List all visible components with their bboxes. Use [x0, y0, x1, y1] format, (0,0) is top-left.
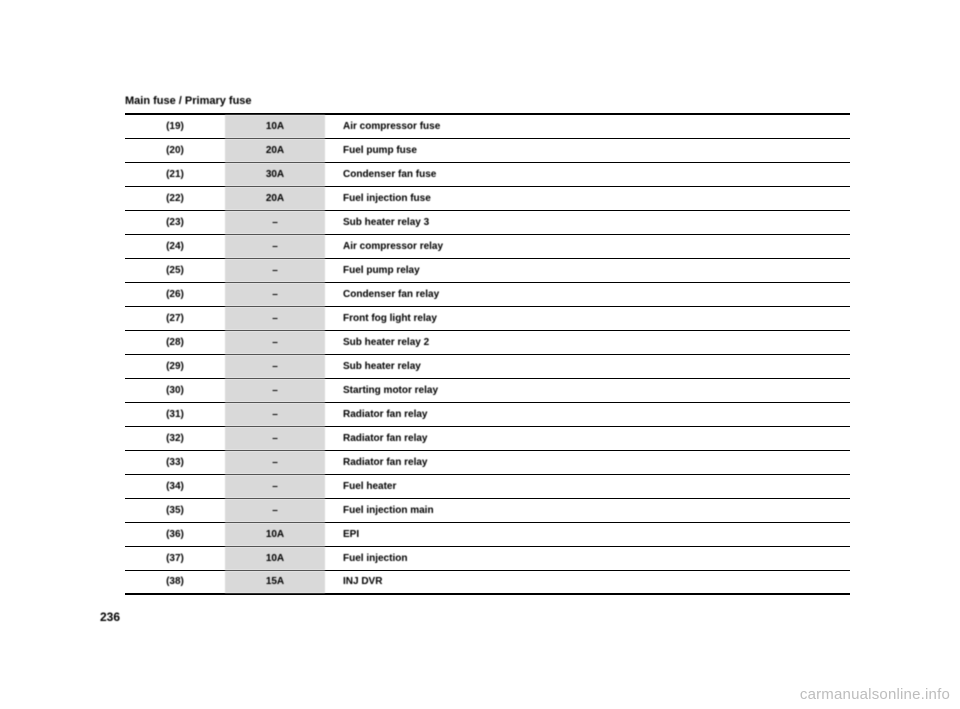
table-row: (37)10AFuel injection	[125, 546, 850, 570]
content-area: Main fuse / Primary fuse (19)10AAir comp…	[125, 95, 850, 595]
table-row: (27)–Front fog light relay	[125, 306, 850, 330]
fuse-description: Condenser fan relay	[325, 282, 850, 306]
fuse-rating: –	[225, 306, 325, 330]
fuse-rating: –	[225, 330, 325, 354]
fuse-number: (23)	[125, 210, 225, 234]
fuse-description: Radiator fan relay	[325, 426, 850, 450]
page-number: 236	[100, 610, 120, 624]
table-row: (24)–Air compressor relay	[125, 234, 850, 258]
fuse-rating: –	[225, 354, 325, 378]
fuse-description: Air compressor relay	[325, 234, 850, 258]
fuse-number: (32)	[125, 426, 225, 450]
fuse-number: (27)	[125, 306, 225, 330]
table-row: (31)–Radiator fan relay	[125, 402, 850, 426]
fuse-rating: –	[225, 450, 325, 474]
table-row: (35)–Fuel injection main	[125, 498, 850, 522]
table-row: (26)–Condenser fan relay	[125, 282, 850, 306]
fuse-rating: –	[225, 258, 325, 282]
fuse-rating: –	[225, 498, 325, 522]
document-page: Main fuse / Primary fuse (19)10AAir comp…	[0, 0, 960, 709]
table-row: (30)–Starting motor relay	[125, 378, 850, 402]
table-row: (22)20AFuel injection fuse	[125, 186, 850, 210]
table-row: (34)–Fuel heater	[125, 474, 850, 498]
fuse-description: Fuel injection	[325, 546, 850, 570]
fuse-description: EPI	[325, 522, 850, 546]
fuse-rating: 10A	[225, 546, 325, 570]
fuse-number: (26)	[125, 282, 225, 306]
fuse-rating: 30A	[225, 162, 325, 186]
fuse-description: Front fog light relay	[325, 306, 850, 330]
fuse-description: Sub heater relay	[325, 354, 850, 378]
fuse-rating: 20A	[225, 138, 325, 162]
watermark: carmanualsonline.info	[800, 686, 950, 703]
fuse-description: Fuel pump fuse	[325, 138, 850, 162]
fuse-rating: 20A	[225, 186, 325, 210]
fuse-rating: 10A	[225, 522, 325, 546]
table-row: (21)30ACondenser fan fuse	[125, 162, 850, 186]
fuse-rating: 15A	[225, 570, 325, 594]
fuse-description: Radiator fan relay	[325, 450, 850, 474]
fuse-number: (22)	[125, 186, 225, 210]
table-row: (29)–Sub heater relay	[125, 354, 850, 378]
fuse-number: (38)	[125, 570, 225, 594]
table-row: (19)10AAir compressor fuse	[125, 114, 850, 138]
fuse-number: (20)	[125, 138, 225, 162]
fuse-number: (33)	[125, 450, 225, 474]
fuse-rating: –	[225, 234, 325, 258]
fuse-description: Fuel injection fuse	[325, 186, 850, 210]
fuse-description: Fuel injection main	[325, 498, 850, 522]
fuse-number: (21)	[125, 162, 225, 186]
fuse-description: Fuel pump relay	[325, 258, 850, 282]
fuse-description: Radiator fan relay	[325, 402, 850, 426]
fuse-number: (24)	[125, 234, 225, 258]
fuse-rating: –	[225, 282, 325, 306]
fuse-description: Fuel heater	[325, 474, 850, 498]
fuse-number: (34)	[125, 474, 225, 498]
fuse-description: Starting motor relay	[325, 378, 850, 402]
table-row: (20)20AFuel pump fuse	[125, 138, 850, 162]
fuse-table: (19)10AAir compressor fuse(20)20AFuel pu…	[125, 113, 850, 595]
fuse-description: Sub heater relay 2	[325, 330, 850, 354]
fuse-number: (35)	[125, 498, 225, 522]
fuse-number: (30)	[125, 378, 225, 402]
fuse-rating: –	[225, 474, 325, 498]
fuse-number: (36)	[125, 522, 225, 546]
fuse-description: Sub heater relay 3	[325, 210, 850, 234]
fuse-number: (37)	[125, 546, 225, 570]
fuse-rating: –	[225, 402, 325, 426]
fuse-rating: –	[225, 210, 325, 234]
fuse-rating: 10A	[225, 114, 325, 138]
fuse-description: Air compressor fuse	[325, 114, 850, 138]
table-row: (28)–Sub heater relay 2	[125, 330, 850, 354]
table-row: (32)–Radiator fan relay	[125, 426, 850, 450]
fuse-number: (31)	[125, 402, 225, 426]
fuse-number: (29)	[125, 354, 225, 378]
fuse-description: Condenser fan fuse	[325, 162, 850, 186]
fuse-number: (19)	[125, 114, 225, 138]
fuse-rating: –	[225, 378, 325, 402]
table-row: (36)10AEPI	[125, 522, 850, 546]
table-row: (33)–Radiator fan relay	[125, 450, 850, 474]
fuse-number: (28)	[125, 330, 225, 354]
fuse-table-body: (19)10AAir compressor fuse(20)20AFuel pu…	[125, 114, 850, 594]
table-row: (25)–Fuel pump relay	[125, 258, 850, 282]
table-row: (23)–Sub heater relay 3	[125, 210, 850, 234]
table-title: Main fuse / Primary fuse	[125, 95, 850, 107]
fuse-description: INJ DVR	[325, 570, 850, 594]
fuse-rating: –	[225, 426, 325, 450]
table-row: (38)15AINJ DVR	[125, 570, 850, 594]
fuse-number: (25)	[125, 258, 225, 282]
